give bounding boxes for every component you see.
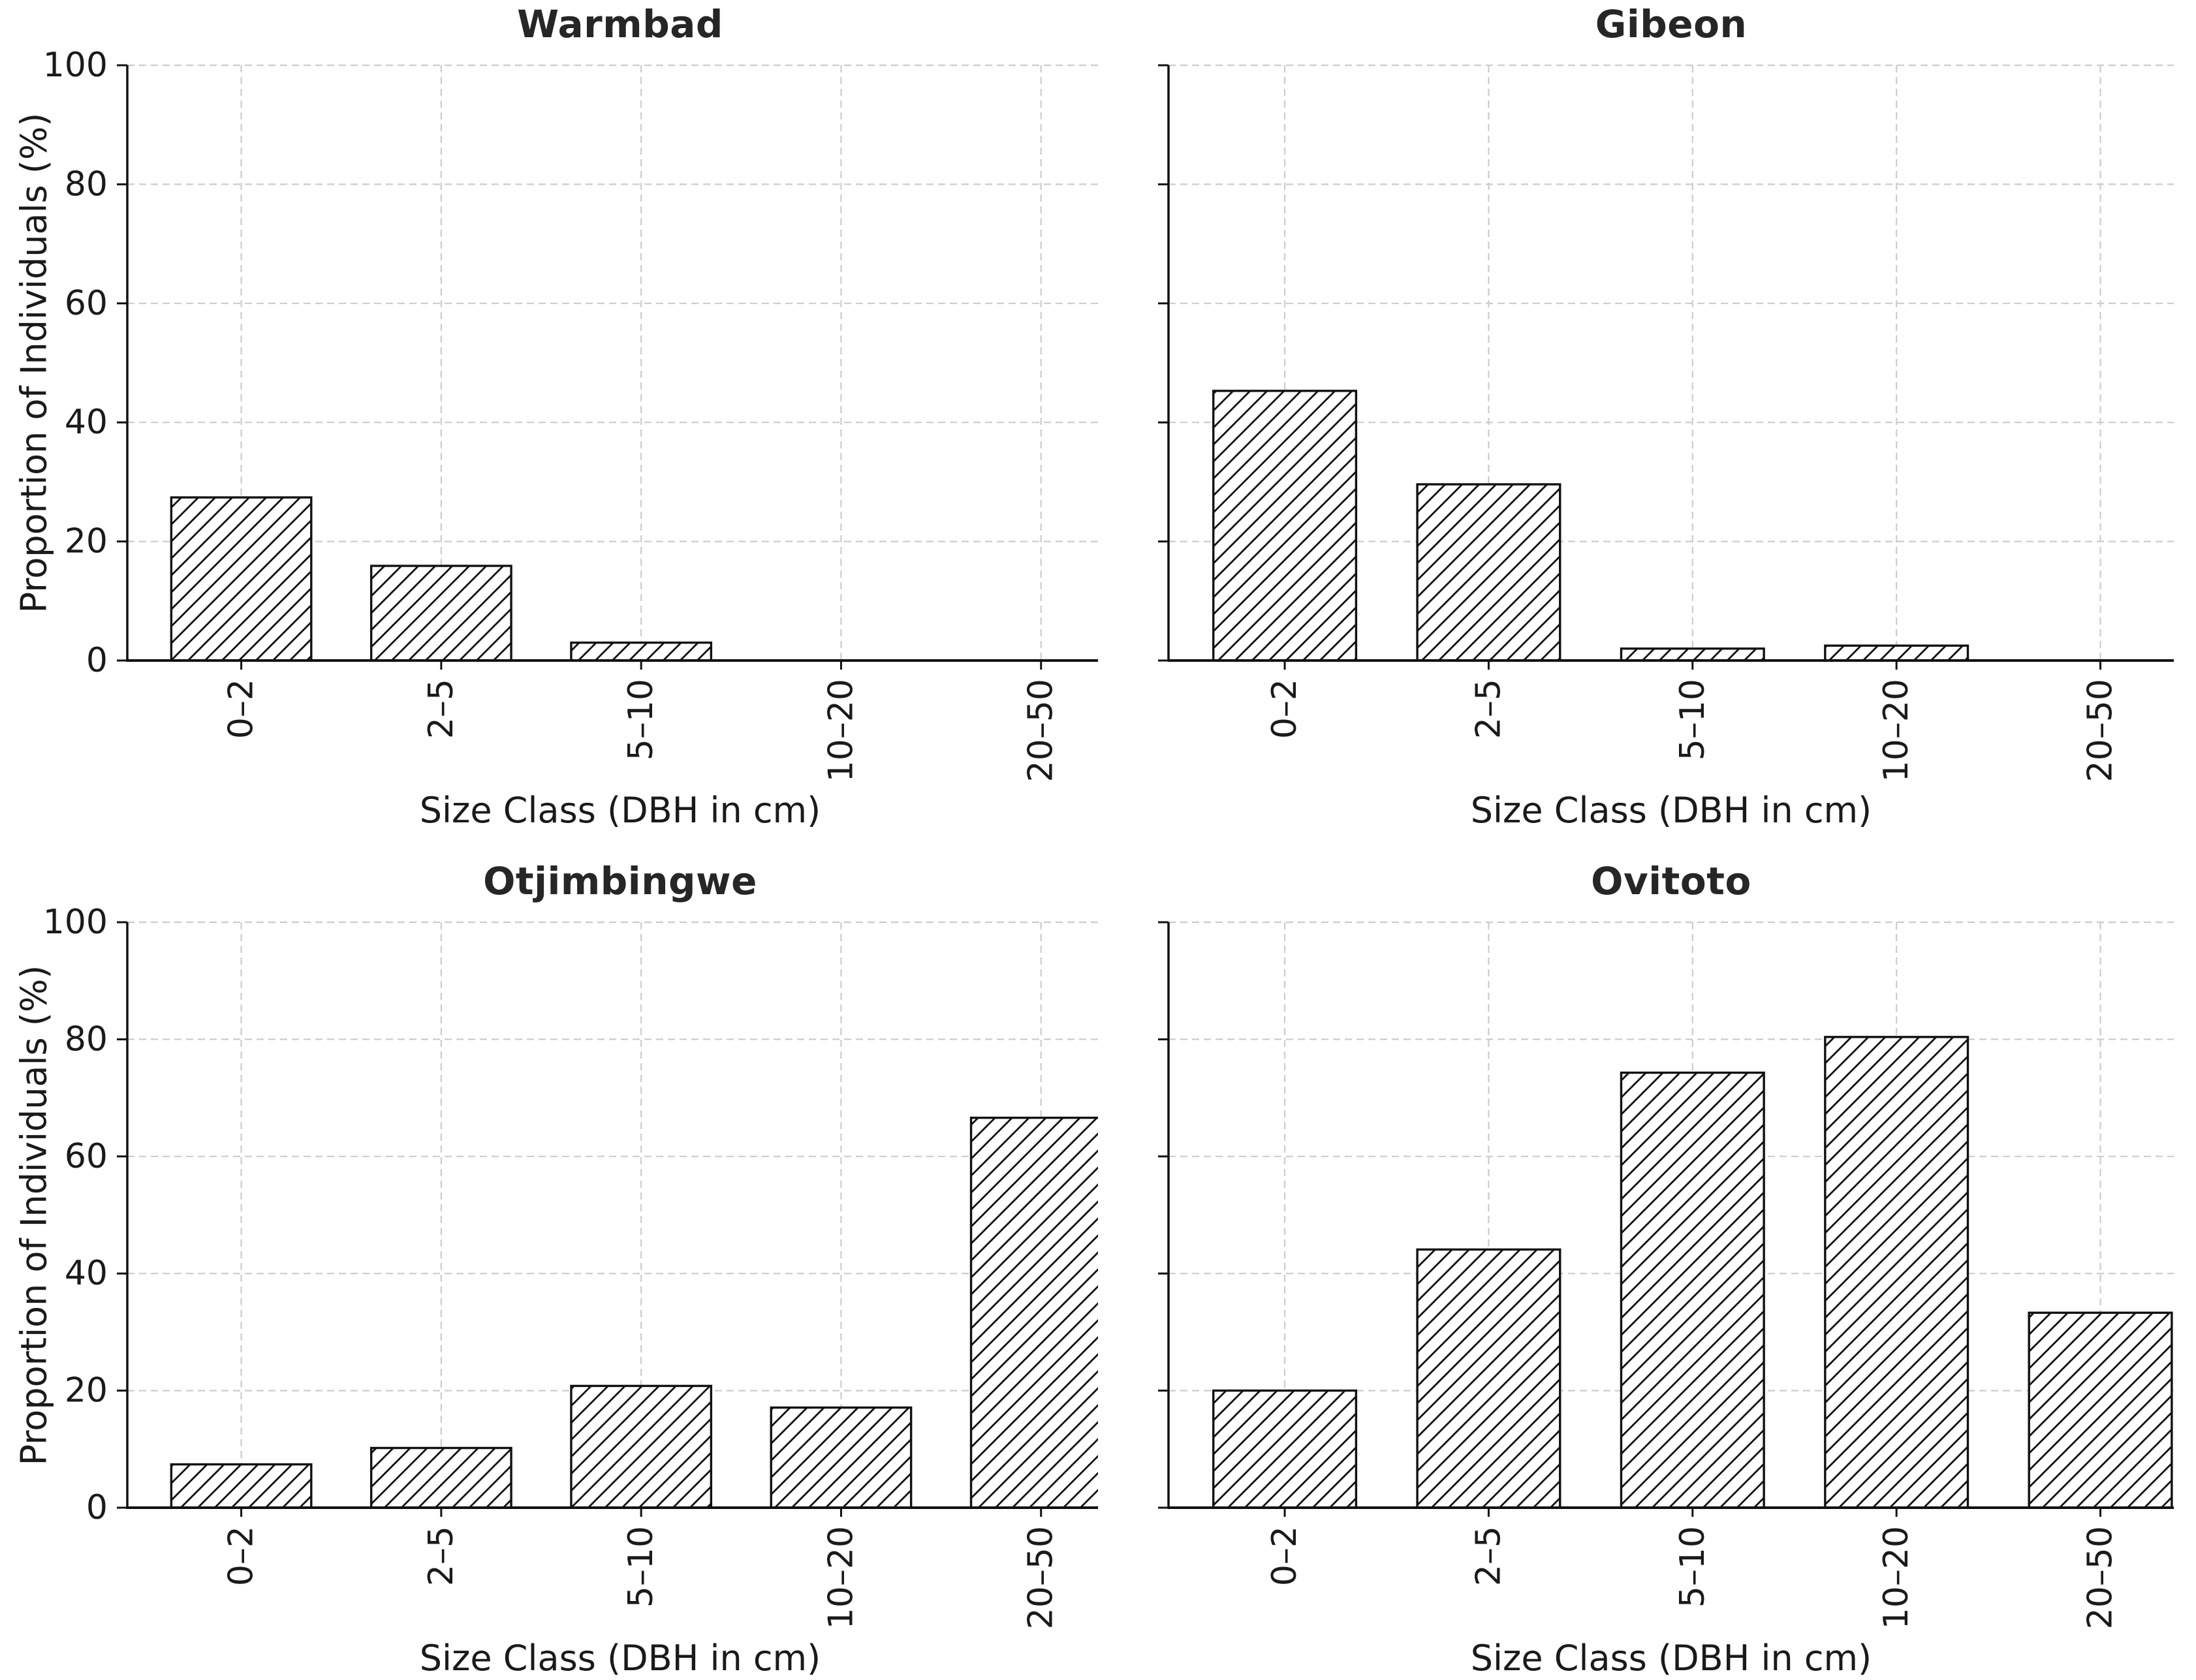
y-tick-label: 100: [43, 903, 108, 942]
x-tick-label: 2–5: [422, 1526, 461, 1586]
x-tick-label: 10–20: [821, 1526, 860, 1629]
y-tick-label: 40: [65, 1254, 108, 1293]
x-ticks: 0–2 2–5 5–10 10–20 20–50: [1265, 661, 2120, 782]
x-tick-label: 0–2: [222, 679, 261, 739]
y-tick-label: 20: [65, 522, 108, 561]
x-tick-label: 10–20: [1877, 679, 1916, 782]
bar-hatch-10–20: [1824, 1036, 1969, 1509]
bar-hatch-10–20: [770, 1406, 913, 1509]
y-tick-label: 20: [65, 1371, 108, 1410]
subplot-otjimbingwe: 0 20 40 60 80 100 0–2 2–5 5–10 10–20 20–50 Otjimbi…: [0, 840, 1098, 1680]
chart-title: Ovitoto: [1591, 859, 1751, 903]
bar-hatch-2–5: [1416, 483, 1561, 662]
bar-hatch-20–50: [969, 1116, 1098, 1509]
chart-title: Gibeon: [1595, 2, 1748, 46]
x-axis-label: Size Class (DBH in cm): [419, 1638, 821, 1679]
bar-hatch-5–10: [1620, 647, 1765, 662]
x-tick-label: 5–10: [1673, 679, 1712, 760]
x-ticks: 0–2 2–5 5–10 10–20 20–50: [222, 661, 1061, 782]
chart-title: Warmbad: [517, 2, 723, 46]
plot-canvas: 0–2 2–5 5–10 10–20 20–50: [1158, 64, 2174, 782]
x-tick-label: 2–5: [1469, 679, 1508, 739]
chart-title: Otjimbingwe: [483, 859, 757, 903]
x-tick-label: 20–50: [1022, 1526, 1061, 1629]
bar-hatch-5–10: [570, 1384, 713, 1509]
plot-canvas: 0 20 40 60 80 100 0–2 2–5 5–10 10–20 20–50: [43, 903, 1098, 1629]
y-ticks: 0 20 40 60 80 100: [43, 46, 127, 680]
x-tick-label: 5–10: [1673, 1526, 1712, 1608]
plot-canvas: 0–2 2–5 5–10 10–20 20–50: [1158, 921, 2174, 1629]
y-tick-label: 0: [86, 1488, 108, 1527]
y-ticks: [1158, 64, 1169, 662]
x-tick-label: 20–50: [2081, 679, 2120, 782]
y-ticks: [1158, 921, 1169, 1509]
bar-hatch-5–10: [570, 641, 713, 662]
bar-hatch-0–2: [170, 496, 313, 662]
y-tick-label: 60: [65, 284, 108, 323]
bars: [1212, 1036, 2173, 1509]
axes: [126, 65, 1098, 662]
x-axis-label: Size Class (DBH in cm): [1470, 790, 1872, 831]
plot-canvas: 0 20 40 60 80 100 0–2 2–5 5–10 10–20 20–50: [43, 46, 1098, 782]
bar-hatch-0–2: [1212, 1389, 1358, 1509]
y-tick-label: 40: [65, 403, 108, 442]
x-tick-label: 20–50: [1022, 679, 1061, 782]
bar-hatch-2–5: [369, 1446, 512, 1509]
bars: [1212, 390, 1969, 662]
y-tick-label: 0: [86, 641, 108, 680]
subplot-gibeon: 0–2 2–5 5–10 10–20 20–50 Gibeon Size Class (…: [1098, 0, 2196, 840]
bar-hatch-5–10: [1620, 1071, 1765, 1509]
bar-hatch-2–5: [1416, 1248, 1561, 1509]
x-tick-label: 0–2: [1265, 1526, 1304, 1586]
axes: [126, 922, 1098, 1509]
x-tick-label: 2–5: [422, 679, 461, 739]
x-axis-label: Size Class (DBH in cm): [1470, 1638, 1872, 1679]
y-tick-label: 80: [65, 164, 108, 204]
y-tick-label: 60: [65, 1137, 108, 1176]
y-tick-label: 80: [65, 1019, 108, 1059]
axes: [1167, 922, 2174, 1509]
x-tick-label: 10–20: [1877, 1526, 1916, 1629]
bar-hatch-20–50: [2028, 1311, 2173, 1509]
x-tick-label: 10–20: [821, 679, 860, 782]
bar-hatch-0–2: [170, 1463, 313, 1509]
x-ticks: 0–2 2–5 5–10 10–20 20–50: [1265, 1508, 2120, 1629]
x-tick-label: 2–5: [1469, 1526, 1508, 1586]
bar-hatch-0–2: [1212, 390, 1358, 662]
axes: [1167, 65, 2174, 662]
y-ticks: 0 20 40 60 80 100: [43, 903, 127, 1527]
bar-hatch-2–5: [369, 565, 512, 662]
x-axis-label: Size Class (DBH in cm): [419, 790, 821, 831]
bar-hatch-10–20: [1824, 644, 1969, 662]
y-axis-label: Proportion of Individuals (%): [13, 112, 55, 614]
x-tick-label: 20–50: [2081, 1526, 2120, 1629]
subplot-ovitoto: 0–2 2–5 5–10 10–20 20–50 Ovitoto Size Class …: [1098, 840, 2196, 1680]
y-axis-label: Proportion of Individuals (%): [13, 965, 55, 1466]
subplot-warmbad: 0 20 40 60 80 100 0–2 2–5 5–10 10–20 20–50 Warmbad…: [0, 0, 1098, 840]
x-tick-label: 0–2: [1265, 679, 1304, 739]
x-tick-label: 0–2: [222, 1526, 261, 1586]
bars: [170, 496, 713, 662]
x-tick-label: 5–10: [621, 679, 661, 760]
x-ticks: 0–2 2–5 5–10 10–20 20–50: [222, 1508, 1061, 1629]
x-tick-label: 5–10: [621, 1526, 661, 1608]
bars: [170, 1116, 1098, 1509]
y-tick-label: 100: [43, 46, 108, 85]
